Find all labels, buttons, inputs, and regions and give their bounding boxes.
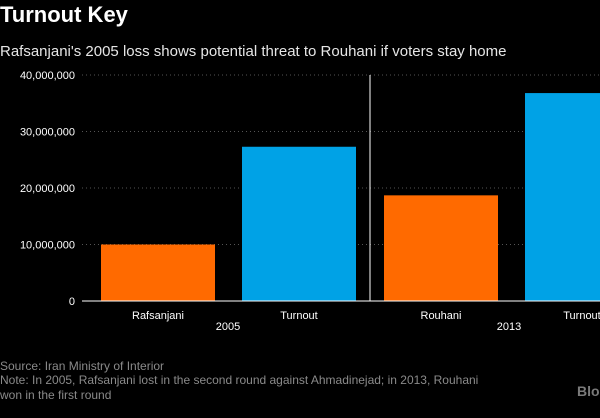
footnote-line-2: won in the first round (0, 388, 112, 402)
x-category-label: Turnout (280, 310, 318, 322)
source-note: Source: Iran Ministry of Interior (0, 359, 165, 373)
bars (101, 93, 600, 301)
bar (101, 244, 215, 301)
x-group-label: 2005 (216, 321, 240, 333)
x-group-label: 2013 (497, 321, 521, 333)
category-labels: Rafsanjani Turnout 2005 Rouhani Turnout 2013 (132, 310, 600, 333)
y-tick-label: 20,000,000 (20, 183, 75, 195)
bar (525, 93, 600, 301)
y-tick-label: 0 (69, 296, 75, 308)
chart-subtitle: Rafsanjani's 2005 loss shows potential t… (0, 43, 507, 60)
bar (384, 195, 498, 301)
footnote-line-1: Note: In 2005, Rafsanjani lost in the se… (0, 373, 479, 387)
x-category-label: Turnout (563, 310, 600, 322)
y-tick-label: 10,000,000 (20, 240, 75, 252)
y-tick-label: 30,000,000 (20, 127, 75, 139)
bar (242, 146, 356, 301)
x-category-label: Rouhani (421, 310, 462, 322)
chart-title: Turnout Key (0, 2, 128, 27)
y-axis-ticks: 0 10,000,000 20,000,000 30,000,000 40,000,00… (20, 70, 75, 308)
y-tick-label: 40,000,000 (20, 70, 75, 82)
x-category-label: Rafsanjani (132, 310, 184, 322)
bloomberg-logo: Blo (577, 383, 600, 399)
